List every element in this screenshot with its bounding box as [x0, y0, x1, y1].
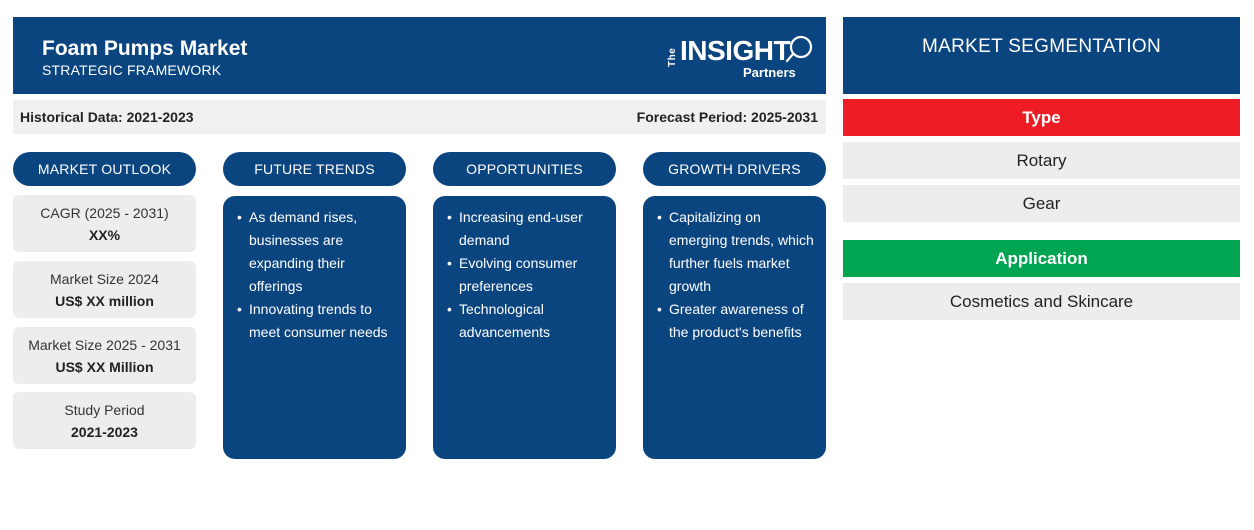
- market-outlook-header: MARKET OUTLOOK: [13, 152, 196, 186]
- logo-partners-text: Partners: [743, 65, 796, 80]
- period-bar: Historical Data: 2021-2023 Forecast Peri…: [13, 100, 826, 134]
- logo-swoosh-icon: [785, 35, 813, 63]
- growth-drivers-header: GROWTH DRIVERS: [643, 152, 826, 186]
- report-header: Foam Pumps Market STRATEGIC FRAMEWORK Th…: [13, 17, 826, 94]
- stat-value: XX%: [88, 227, 121, 243]
- segment-item: Rotary: [843, 142, 1240, 179]
- segment-item: Gear: [843, 185, 1240, 222]
- driver-item: Greater awareness of the product's benef…: [657, 298, 818, 344]
- stat-label: CAGR (2025 - 2031): [40, 205, 169, 221]
- stat-value: 2021-2023: [71, 424, 138, 440]
- segment-item: Cosmetics and Skincare: [843, 283, 1240, 320]
- trend-item: Innovating trends to meet consumer needs: [237, 298, 398, 344]
- forecast-period: Forecast Period: 2025-2031: [636, 109, 818, 125]
- stat-value: US$ XX million: [55, 293, 154, 309]
- opportunities-card: Increasing end-user demand Evolving cons…: [433, 196, 616, 459]
- opportunity-item: Increasing end-user demand: [447, 206, 608, 252]
- insight-partners-logo: The INSIGHT Partners: [667, 33, 817, 81]
- driver-item: Capitalizing on emerging trends, which f…: [657, 206, 818, 298]
- growth-drivers-card: Capitalizing on emerging trends, which f…: [643, 196, 826, 459]
- logo-the-text: The: [667, 47, 678, 67]
- future-trends-card: As demand rises, businesses are expandin…: [223, 196, 406, 459]
- trend-item: As demand rises, businesses are expandin…: [237, 206, 398, 298]
- historical-period: Historical Data: 2021-2023: [20, 109, 194, 125]
- segmentation-header: MARKET SEGMENTATION: [843, 17, 1240, 94]
- segment-type-header: Type: [843, 99, 1240, 136]
- opportunities-header: OPPORTUNITIES: [433, 152, 616, 186]
- stat-value: US$ XX Million: [55, 359, 154, 375]
- opportunity-item: Technological advancements: [447, 298, 608, 344]
- stat-cagr: CAGR (2025 - 2031) XX%: [13, 195, 196, 252]
- report-title: Foam Pumps Market: [42, 37, 248, 60]
- stat-label: Market Size 2025 - 2031: [28, 337, 181, 353]
- stat-market-size-2024: Market Size 2024 US$ XX million: [13, 261, 196, 318]
- logo-insight-text: INSIGHT: [680, 35, 791, 66]
- report-subtitle: STRATEGIC FRAMEWORK: [42, 62, 222, 78]
- opportunity-item: Evolving consumer preferences: [447, 252, 608, 298]
- future-trends-header: FUTURE TRENDS: [223, 152, 406, 186]
- segment-application-header: Application: [843, 240, 1240, 277]
- stat-study-period: Study Period 2021-2023: [13, 392, 196, 449]
- stat-label: Market Size 2024: [50, 271, 159, 287]
- stat-market-size-forecast: Market Size 2025 - 2031 US$ XX Million: [13, 327, 196, 384]
- stat-label: Study Period: [64, 402, 145, 418]
